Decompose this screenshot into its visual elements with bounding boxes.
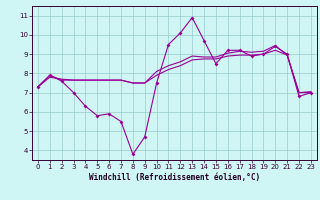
- X-axis label: Windchill (Refroidissement éolien,°C): Windchill (Refroidissement éolien,°C): [89, 173, 260, 182]
